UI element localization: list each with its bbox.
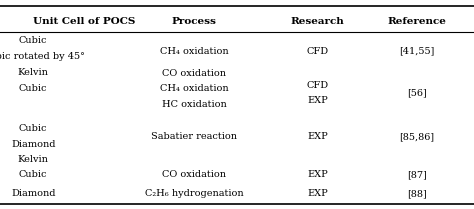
- Text: CFD: CFD: [307, 81, 328, 90]
- Text: Cubic: Cubic: [19, 84, 47, 93]
- Text: EXP: EXP: [307, 170, 328, 179]
- Text: EXP: EXP: [307, 132, 328, 141]
- Text: Reference: Reference: [388, 17, 447, 27]
- Text: Sabatier reaction: Sabatier reaction: [151, 132, 237, 141]
- Text: [85,86]: [85,86]: [400, 132, 435, 141]
- Text: EXP: EXP: [307, 96, 328, 105]
- Text: CFD: CFD: [307, 47, 328, 56]
- Text: Kelvin: Kelvin: [18, 68, 49, 77]
- Text: HC oxidation: HC oxidation: [162, 100, 227, 109]
- Text: [56]: [56]: [407, 88, 427, 98]
- Text: Cubic rotated by 45°: Cubic rotated by 45°: [0, 52, 85, 61]
- Text: CH₄ oxidation: CH₄ oxidation: [160, 84, 228, 93]
- Text: Cubic: Cubic: [19, 36, 47, 45]
- Text: Research: Research: [291, 17, 345, 27]
- Text: Cubic: Cubic: [19, 170, 47, 179]
- Text: Cubic: Cubic: [19, 124, 47, 133]
- Text: Diamond: Diamond: [11, 189, 55, 198]
- Text: Kelvin: Kelvin: [18, 155, 49, 164]
- Text: [41,55]: [41,55]: [400, 47, 435, 56]
- Text: EXP: EXP: [307, 189, 328, 198]
- Text: Process: Process: [172, 17, 217, 27]
- Text: CH₄ oxidation: CH₄ oxidation: [160, 47, 228, 56]
- Text: [87]: [87]: [407, 170, 427, 179]
- Text: [88]: [88]: [407, 189, 427, 198]
- Text: CO oxidation: CO oxidation: [162, 170, 227, 179]
- Text: Diamond: Diamond: [11, 140, 55, 149]
- Text: Unit Cell of POCS: Unit Cell of POCS: [33, 17, 136, 27]
- Text: CO oxidation: CO oxidation: [162, 69, 227, 78]
- Text: C₂H₆ hydrogenation: C₂H₆ hydrogenation: [145, 189, 244, 198]
